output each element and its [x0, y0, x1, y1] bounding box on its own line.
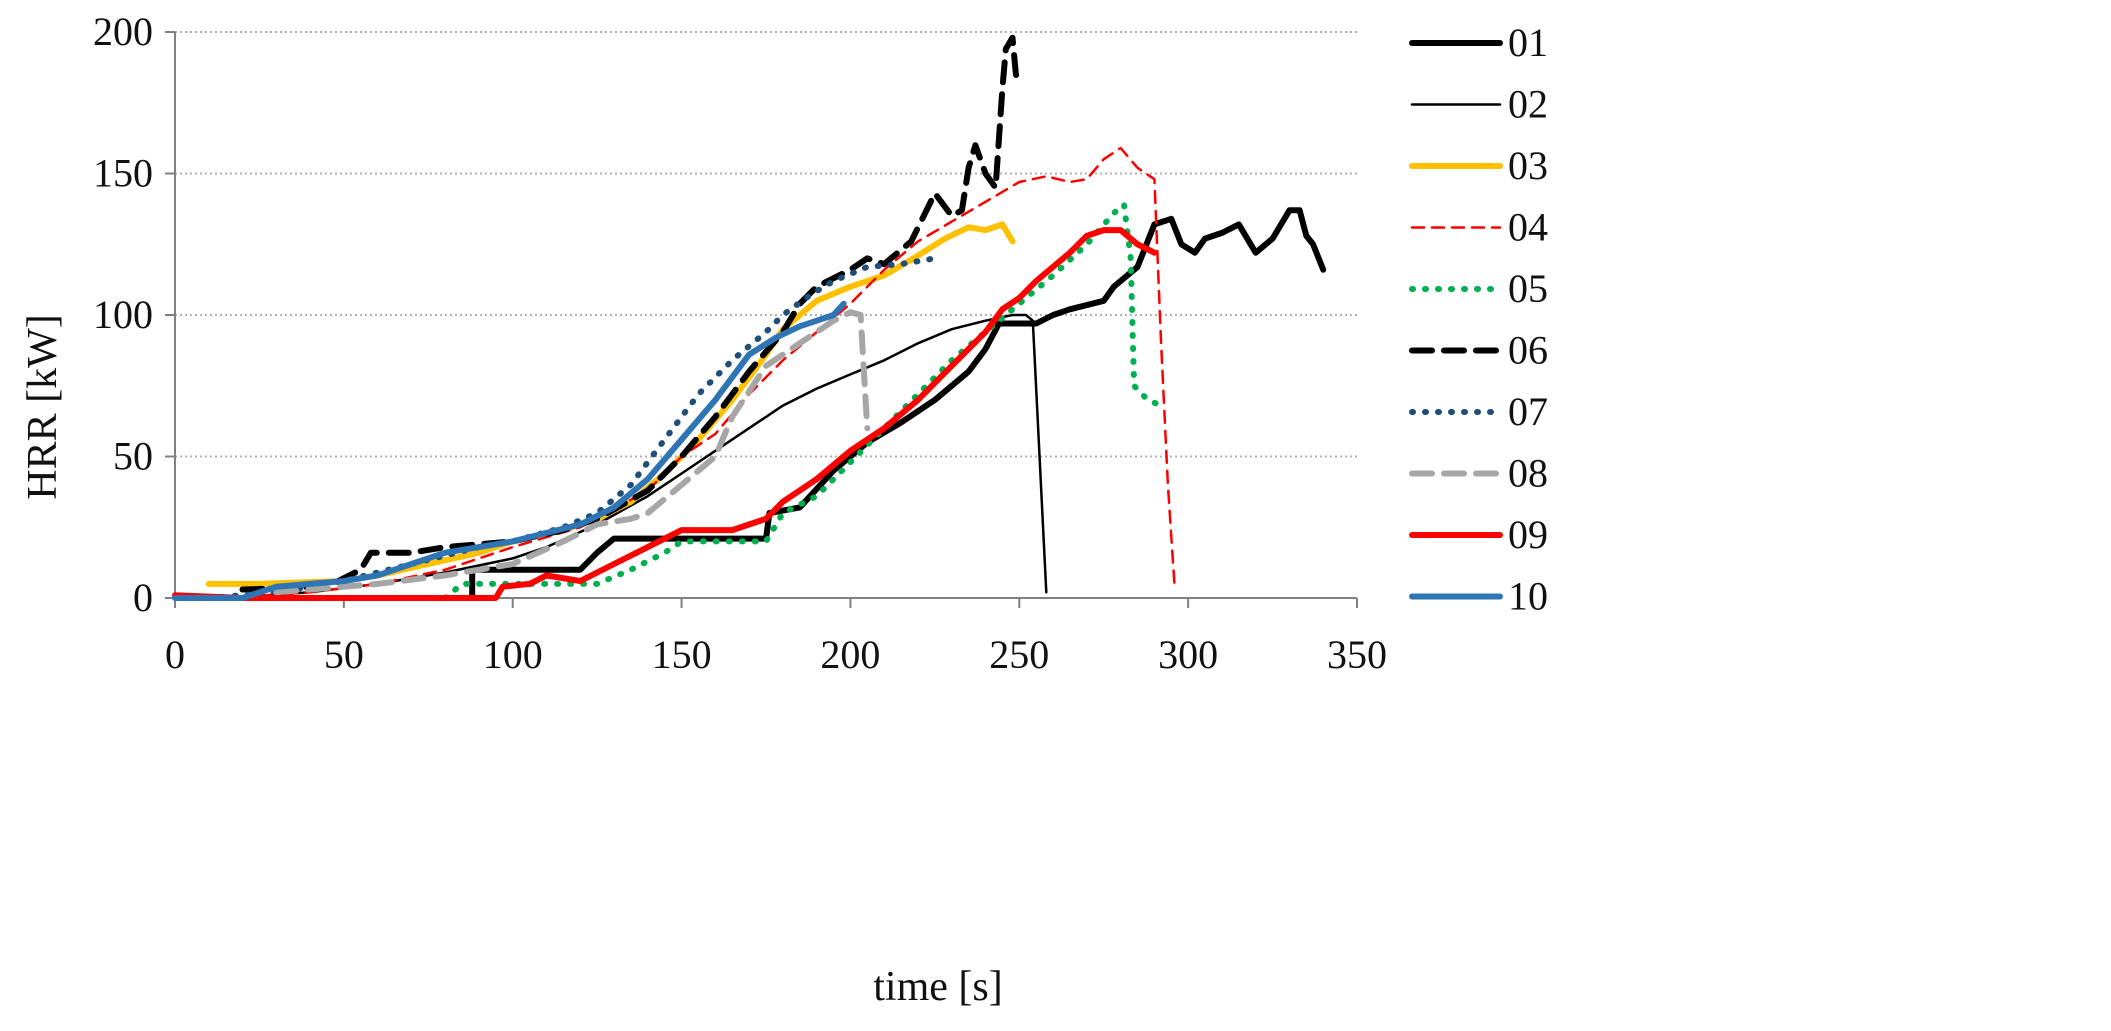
x-tick-label-350: 350 [1327, 632, 1387, 677]
legend-label-06: 06 [1508, 328, 1548, 373]
legend-label-02: 02 [1508, 82, 1548, 127]
y-tick-label-200: 200 [93, 9, 153, 54]
legend: 01 02 03 04 05 06 07 08 09 10 [1409, 20, 1548, 619]
series-line-09 [172, 227, 1158, 601]
legend-label-08: 08 [1508, 451, 1548, 496]
x-tick-label-50: 50 [324, 632, 364, 677]
legend-label-01: 01 [1508, 20, 1548, 65]
legend-label-03: 03 [1508, 143, 1548, 188]
series-line-10 [172, 300, 847, 601]
series-lines [172, 34, 1327, 601]
legend-label-05: 05 [1508, 266, 1548, 311]
x-tick-label-150: 150 [652, 632, 712, 677]
y-tick-label-150: 150 [93, 151, 153, 196]
series-line-07 [205, 255, 938, 601]
series-line-06 [239, 34, 1023, 593]
legend-label-04: 04 [1508, 205, 1548, 250]
x-tick-label-200: 200 [820, 632, 880, 677]
y-tick-label-100: 100 [93, 292, 153, 337]
x-tick-label-300: 300 [1158, 632, 1218, 677]
legend-label-09: 09 [1508, 512, 1548, 557]
series-line-01 [469, 207, 1327, 601]
series-line-08 [273, 309, 871, 596]
x-tick-label-100: 100 [483, 632, 543, 677]
series-line-03 [205, 221, 1016, 587]
legend-label-07: 07 [1508, 389, 1548, 434]
x-tick-label-250: 250 [989, 632, 1049, 677]
x-tick-label-0: 0 [165, 632, 185, 677]
y-tick-labels: 0 50 100 150 200 [93, 9, 153, 620]
y-tick-label-0: 0 [133, 575, 153, 620]
legend-label-10: 10 [1508, 574, 1548, 619]
y-tick-label-50: 50 [113, 434, 153, 479]
series-line-04 [224, 146, 1176, 600]
x-axis-title: time [s] [873, 964, 1002, 1010]
x-tick-labels: 0 50 100 150 200 250 300 350 [165, 632, 1387, 677]
y-axis-title: HRR [kW] [20, 314, 66, 499]
